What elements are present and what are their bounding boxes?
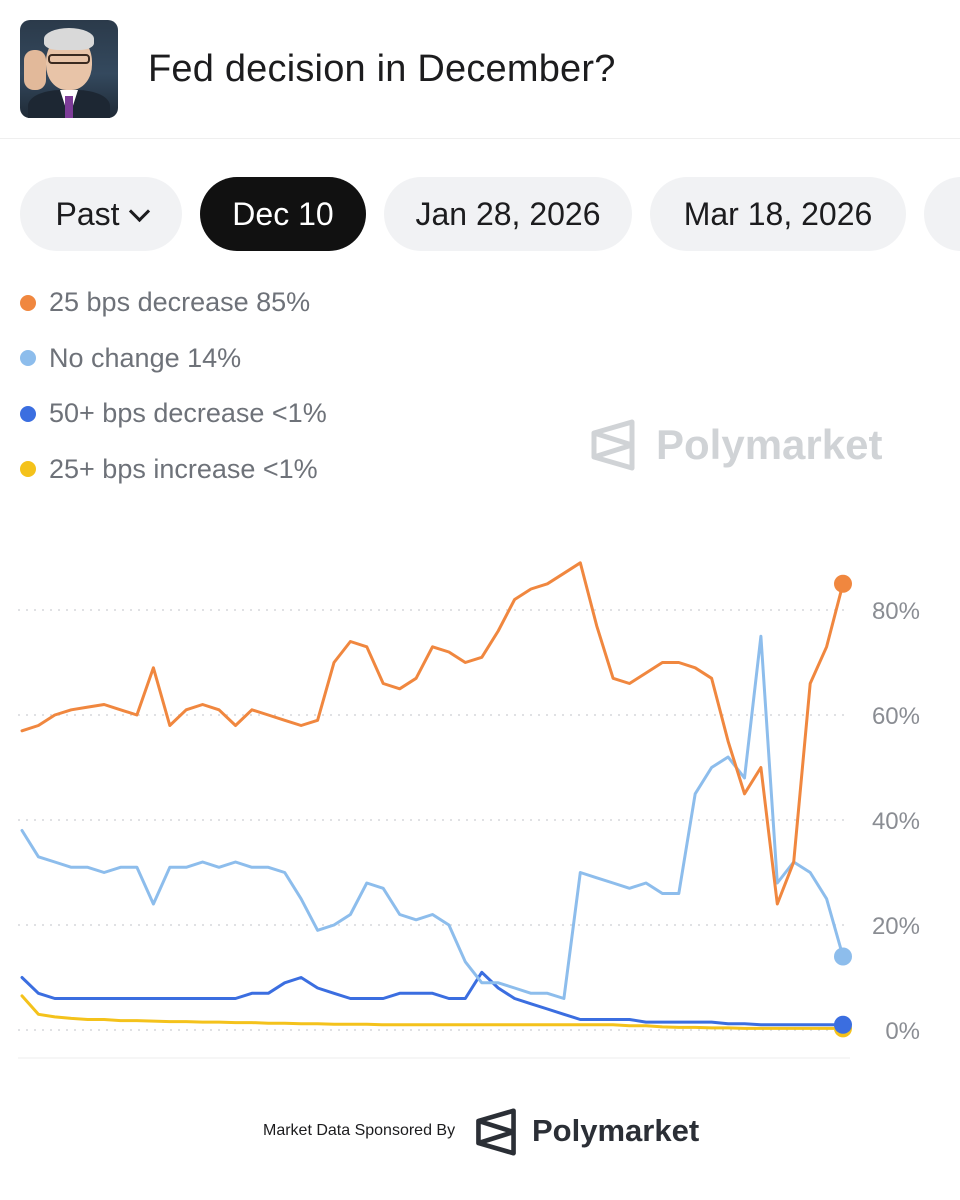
legend-label: 25 bps decrease 85%	[49, 287, 311, 318]
avatar-glasses	[48, 54, 90, 64]
legend-label: 25+ bps increase <1%	[49, 453, 318, 484]
legend-label: No change 14%	[49, 342, 242, 373]
legend-item-no-change: No change 14%	[20, 331, 327, 387]
tab-next-partial[interactable]	[924, 177, 960, 251]
tab-dec-10-label: Dec 10	[232, 196, 334, 232]
footer-brand[interactable]: Polymarket	[532, 1113, 700, 1148]
series-end-dot	[834, 574, 852, 593]
tab-mar-18-label: Mar 18, 2026	[683, 196, 873, 232]
avatar-hair	[44, 28, 94, 50]
legend-item-50bps-decrease: 50+ bps decrease <1%	[20, 386, 327, 442]
polymarket-watermark: Polymarket	[590, 415, 882, 475]
legend-label: 50+ bps decrease <1%	[49, 398, 327, 429]
legend-item-25bps-increase: 25+ bps increase <1%	[20, 442, 327, 498]
sponsor-text: Market Data Sponsored By	[263, 1122, 456, 1139]
polymarket-logo-icon	[476, 1108, 516, 1156]
y-tick-label: 40%	[872, 808, 920, 835]
legend-item-25bps-decrease: 25 bps decrease 85%	[20, 275, 327, 331]
chart-legend: 25 bps decrease 85% No change 14% 50+ bp…	[20, 275, 327, 497]
legend-dot-light-blue	[20, 350, 36, 367]
series-line-no-change	[20, 634, 845, 1000]
series-end-dot	[834, 947, 852, 966]
y-tick-label: 80%	[872, 598, 920, 625]
series-line-25-bps-increase	[20, 994, 845, 1030]
series-end-dot	[834, 1015, 852, 1034]
market-avatar	[20, 20, 118, 118]
avatar-tie	[65, 96, 73, 118]
avatar-hand	[24, 50, 46, 90]
legend-dot-orange	[20, 294, 36, 311]
series-line-50-bps-decrease	[20, 970, 845, 1027]
tab-past[interactable]: Past	[20, 177, 182, 251]
y-tick-label: 60%	[872, 703, 920, 730]
y-tick-label: 0%	[885, 1018, 920, 1045]
header: Fed decision in December?	[0, 0, 960, 139]
y-tick-label: 20%	[872, 913, 920, 940]
tab-mar-18-2026[interactable]: Mar 18, 2026	[650, 177, 906, 251]
page-title: Fed decision in December?	[148, 48, 616, 90]
tab-dec-10[interactable]: Dec 10	[200, 177, 366, 251]
legend-dot-yellow	[20, 461, 36, 478]
line-chart: 0% 20% 40% 60% 80%	[18, 561, 920, 1059]
date-tabs: Past Dec 10 Jan 28, 2026 Mar 18, 2026	[20, 177, 960, 251]
tab-past-label: Past	[55, 196, 120, 232]
legend-dot-blue	[20, 405, 36, 422]
polymarket-logo-icon	[591, 419, 635, 471]
tab-jan-28-2026[interactable]: Jan 28, 2026	[384, 177, 632, 251]
watermark-text: Polymarket	[656, 421, 883, 468]
chevron-down-icon	[128, 200, 150, 223]
tab-jan-28-label: Jan 28, 2026	[415, 196, 601, 232]
footer: Market Data Sponsored By Polymarket	[0, 1100, 960, 1160]
series-line-25-bps-decrease	[20, 561, 845, 906]
